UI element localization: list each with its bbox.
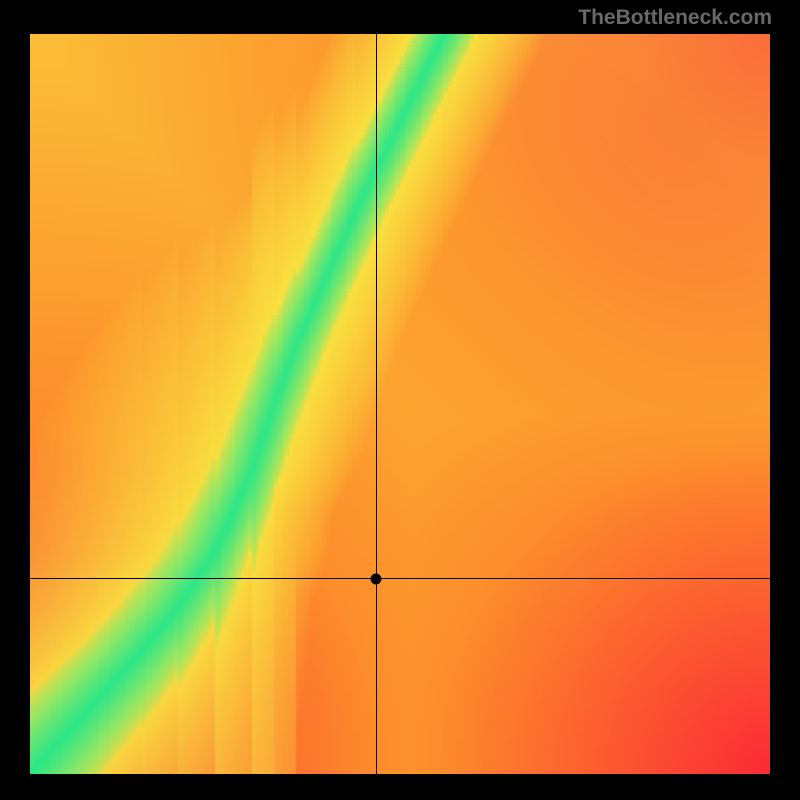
heatmap-canvas	[30, 34, 770, 774]
crosshair-marker-dot	[371, 573, 382, 584]
crosshair-vertical	[376, 34, 378, 774]
crosshair-horizontal	[30, 578, 770, 580]
watermark-text: TheBottleneck.com	[578, 6, 772, 30]
heatmap-plot	[30, 34, 770, 774]
